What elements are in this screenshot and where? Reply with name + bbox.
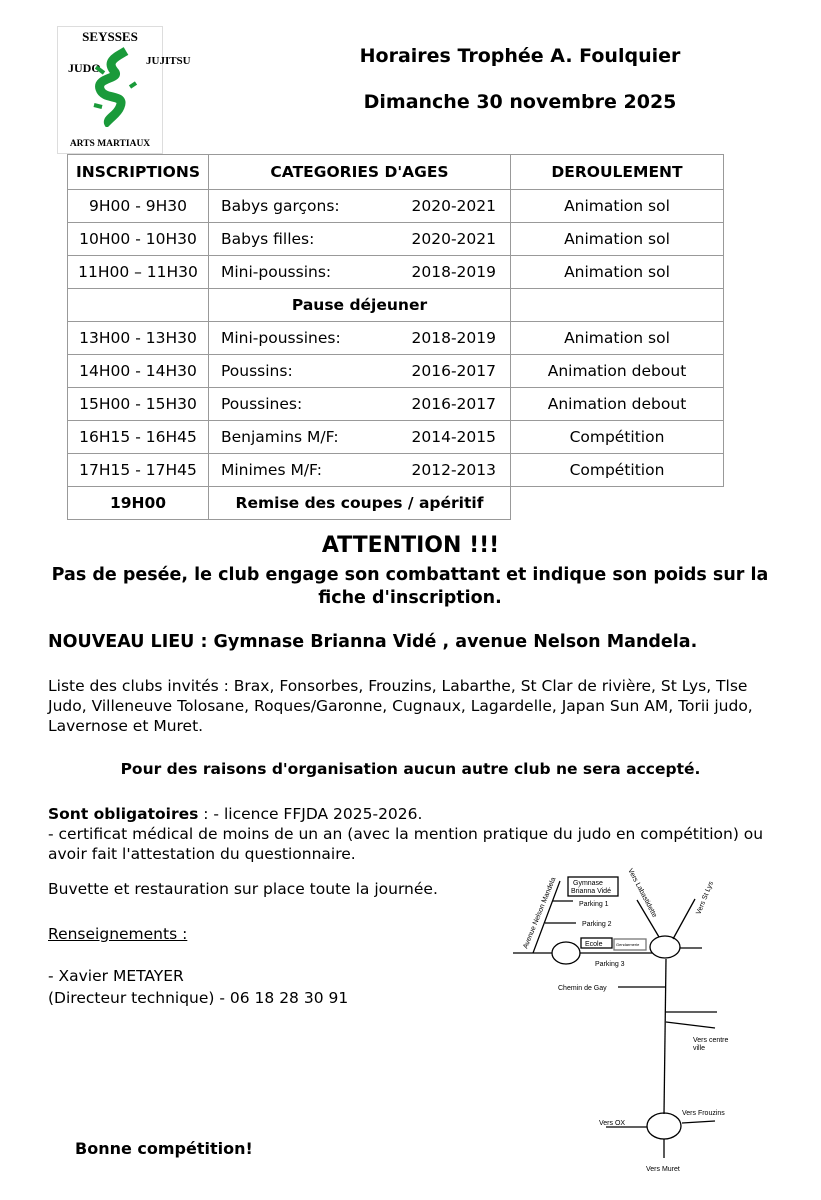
header-inscriptions: INSCRIPTIONS xyxy=(67,154,209,190)
buvette: Buvette et restauration sur place toute … xyxy=(48,880,438,898)
pause-label: Pause déjeuner xyxy=(208,288,511,322)
category-years: 2012-2013 xyxy=(411,461,497,479)
time-slot: 17H15 - 17H45 xyxy=(67,453,209,487)
venue: NOUVEAU LIEU : Gymnase Brianna Vidé , av… xyxy=(48,632,698,652)
logo-left-text: JUDO xyxy=(68,61,101,75)
age-category: Mini-poussins: 2018-2019 xyxy=(208,255,511,289)
age-category: Babys filles: 2020-2021 xyxy=(208,222,511,256)
activity: Animation sol xyxy=(510,255,724,289)
age-category: Poussins: 2016-2017 xyxy=(208,354,511,388)
map-avenue: Avenue Nelson Mandela xyxy=(522,876,557,949)
category-years: 2018-2019 xyxy=(411,329,497,347)
activity: Animation sol xyxy=(510,321,724,355)
map-ville: ville xyxy=(693,1045,705,1052)
map-gymnase-name: Brianna Vidé xyxy=(571,888,611,895)
age-category: Mini-poussines: 2018-2019 xyxy=(208,321,511,355)
table-row: 16H15 - 16H45 Benjamins M/F: 2014-2015 Co… xyxy=(67,420,724,454)
table-row: 14H00 - 14H30 Poussins: 2016-2017 Animati… xyxy=(67,354,724,388)
invited-clubs: Liste des clubs invités : Brax, Fonsorbe… xyxy=(48,677,753,735)
logo-right-text: JUJITSU xyxy=(146,55,191,67)
time-slot: 16H15 - 16H45 xyxy=(67,420,209,454)
attention-title: ATTENTION !!! xyxy=(321,533,500,558)
age-category: Babys garçons: 2020-2021 xyxy=(208,189,511,223)
time-slot: 15H00 - 15H30 xyxy=(67,387,209,421)
activity: Animation debout xyxy=(510,387,724,421)
closing: Bonne compétition! xyxy=(75,1139,253,1158)
requirements: Sont obligatoires : - licence FFJDA 2025… xyxy=(48,804,788,864)
requirements-label: Sont obligatoires xyxy=(48,805,199,823)
header-categories: CATEGORIES D'AGES xyxy=(208,154,511,190)
time-slot: 9H00 - 9H30 xyxy=(67,189,209,223)
map-labastidette: Vers Labastidette xyxy=(626,868,658,919)
category-name: Minimes M/F: xyxy=(221,461,322,479)
activity: Compétition xyxy=(510,420,724,454)
final-time: 19H00 xyxy=(67,486,209,520)
map-gendarmerie: Gendarmerie xyxy=(616,942,640,947)
category-years: 2020-2021 xyxy=(411,197,497,215)
time-slot: 10H00 - 10H30 xyxy=(67,222,209,256)
table-row: 9H00 - 9H30 Babys garçons: 2020-2021 Anim… xyxy=(67,189,724,223)
category-name: Babys filles: xyxy=(221,230,315,248)
age-category: Minimes M/F: 2012-2013 xyxy=(208,453,511,487)
category-name: Poussines: xyxy=(221,395,303,413)
map-parking3: Parking 3 xyxy=(595,961,625,968)
category-name: Poussins: xyxy=(221,362,293,380)
activity: Animation sol xyxy=(510,189,724,223)
time-slot: 11H00 – 11H30 xyxy=(67,255,209,289)
category-years: 2016-2017 xyxy=(411,362,497,380)
header-deroulement: DEROULEMENT xyxy=(510,154,724,190)
map-parking2: Parking 2 xyxy=(582,921,612,928)
category-years: 2016-2017 xyxy=(411,395,497,413)
table-row: 17H15 - 17H45 Minimes M/F: 2012-2013 Comp… xyxy=(67,453,724,487)
requirement-certificate: - certificat médical de moins de un an (… xyxy=(48,825,764,863)
time-slot: 13H00 - 13H30 xyxy=(67,321,209,355)
table-row: 13H00 - 13H30 Mini-poussines: 2018-2019 A… xyxy=(67,321,724,355)
age-category: Benjamins M/F: 2014-2015 xyxy=(208,420,511,454)
dragon-icon xyxy=(93,47,138,127)
attention-text: Pas de pesée, le club engage son combatt… xyxy=(51,565,769,608)
contact-role-phone: (Directeur technique) - 06 18 28 30 91 xyxy=(48,989,349,1007)
event-date: Dimanche 30 novembre 2025 xyxy=(363,91,677,113)
final-label: Remise des coupes / apéritif xyxy=(208,486,511,520)
activity: Compétition xyxy=(510,453,724,487)
map-ox: Vers OX xyxy=(599,1120,625,1127)
map-ecole: Ecole xyxy=(585,941,603,948)
club-logo: SEYSSES JUDO JUJITSU ARTS MARTIAUX xyxy=(57,26,191,154)
age-category: Poussines: 2016-2017 xyxy=(208,387,511,421)
category-years: 2014-2015 xyxy=(411,428,497,446)
category-years: 2020-2021 xyxy=(411,230,497,248)
map-centre: Vers centre xyxy=(693,1037,729,1044)
logo-top-text: SEYSSES xyxy=(82,29,138,44)
logo-bottom-text: ARTS MARTIAUX xyxy=(69,139,151,149)
activity: Animation sol xyxy=(510,222,724,256)
category-name: Benjamins M/F: xyxy=(221,428,339,446)
map-parking1: Parking 1 xyxy=(579,901,609,908)
category-name: Babys garçons: xyxy=(221,197,340,215)
table-row: 10H00 - 10H30 Babys filles: 2020-2021 Ani… xyxy=(67,222,724,256)
map-stlys: Vers St Lys xyxy=(695,880,715,916)
schedule-table: INSCRIPTIONS CATEGORIES D'AGES DEROULEME… xyxy=(67,154,724,520)
table-row: Pause déjeuner xyxy=(67,288,724,322)
table-row-final: 19H00 Remise des coupes / apéritif xyxy=(67,486,724,520)
access-map: Gymnase Brianna Vidé Parking 1 Parking 2… xyxy=(513,868,729,1173)
table-row: 15H00 - 15H30 Poussines: 2016-2017 Animat… xyxy=(67,387,724,421)
category-years: 2018-2019 xyxy=(411,263,497,281)
map-gymnase: Gymnase xyxy=(573,880,603,887)
category-name: Mini-poussines: xyxy=(221,329,341,347)
time-slot: 14H00 - 14H30 xyxy=(67,354,209,388)
map-chemin-gay: Chemin de Gay xyxy=(558,985,607,992)
requirement-licence: : - licence FFJDA 2025-2026. xyxy=(203,805,423,823)
table-row: 11H00 – 11H30 Mini-poussins: 2018-2019 An… xyxy=(67,255,724,289)
map-muret: Vers Muret xyxy=(646,1166,680,1173)
notice: Pour des raisons d'organisation aucun au… xyxy=(120,760,701,778)
activity: Animation debout xyxy=(510,354,724,388)
map-frouzins: Vers Frouzins xyxy=(682,1110,725,1117)
page-title: Horaires Trophée A. Foulquier xyxy=(359,45,681,67)
category-name: Mini-poussins: xyxy=(221,263,332,281)
contact-name: - Xavier METAYER xyxy=(48,967,184,985)
table-header: INSCRIPTIONS CATEGORIES D'AGES DEROULEME… xyxy=(67,154,724,190)
renseignements-label: Renseignements : xyxy=(48,925,188,943)
